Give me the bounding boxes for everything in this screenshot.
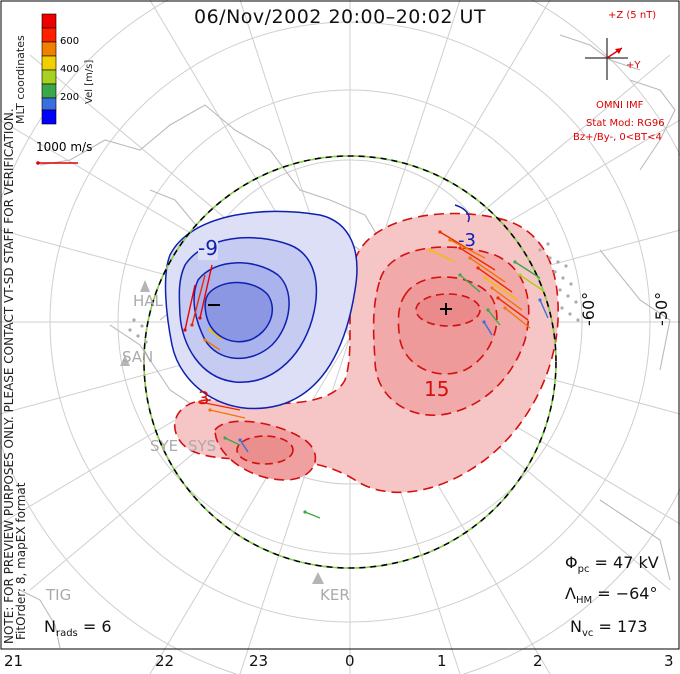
vector-scale-label: 1000 m/s xyxy=(36,140,93,154)
negative-cell xyxy=(164,204,470,410)
lambda-value: = −64° xyxy=(597,584,658,603)
nrads-sub: rads xyxy=(55,628,78,640)
positive-cell xyxy=(174,212,559,494)
station-tig: TIG xyxy=(46,586,72,604)
station-sys: SYS xyxy=(188,437,217,455)
station-ker: KER xyxy=(320,586,350,604)
colorbar-title: Vel [m/s] xyxy=(84,60,95,104)
plot-title: 06/Nov/2002 20:00–20:02 UT xyxy=(193,6,487,28)
lat-label-60-text: -60° xyxy=(579,291,598,326)
station-markers xyxy=(120,280,324,584)
stat-lambda-hm: ΛHM = −64° xyxy=(565,584,657,606)
mlt-coordinates-text: MLT coordinates xyxy=(14,35,27,124)
station-sye: SYE xyxy=(150,437,179,455)
mlt-label-23: 23 xyxy=(249,652,269,670)
imf-model-1: Stat Mod: RG96 xyxy=(586,118,665,129)
stat-nvc: Nvc = 173 xyxy=(570,617,648,639)
colorbar-tick-200: 200 xyxy=(60,92,80,103)
fit-order-note: FitOrder: 8, mapEX format xyxy=(14,483,28,640)
lambda-symbol: Λ xyxy=(565,584,576,603)
stat-nrads: Nrads = 6 xyxy=(44,617,112,639)
grid-points xyxy=(128,242,580,344)
nvc-symbol: N xyxy=(570,617,582,636)
nrads-value: = 6 xyxy=(82,617,112,636)
station-san: SAN xyxy=(122,348,154,366)
lat-label-50: -50° xyxy=(652,292,671,326)
colorbar-tick-600: 600 xyxy=(60,36,80,47)
stat-phi-pc: Φpc = 47 kV xyxy=(565,553,659,575)
velocity-vectors-dawn xyxy=(428,230,549,336)
fit-order-text: FitOrder: 8, mapEX format xyxy=(14,482,28,640)
station-hal: HAL xyxy=(133,292,163,310)
nrads-symbol: N xyxy=(44,617,56,636)
nvc-sub: vc xyxy=(581,628,594,640)
phi-symbol: Φ xyxy=(565,553,578,572)
potential-extrema xyxy=(208,303,452,315)
lat-label-60: -60° xyxy=(579,292,598,326)
vector-scale-arrow xyxy=(36,161,78,165)
heppner-maynard-boundary xyxy=(143,155,557,569)
phi-sub: pc xyxy=(577,564,590,576)
mlt-label-2: 2 xyxy=(533,652,543,670)
imf-z-label: +Z (5 nT) xyxy=(608,10,657,21)
imf-clock xyxy=(585,38,628,80)
phi-value: = 47 kV xyxy=(594,553,659,572)
mlt-label-3: 3 xyxy=(664,652,674,670)
colorbar-tick-400: 400 xyxy=(60,64,80,75)
imf-source: OMNI IMF xyxy=(596,100,644,111)
lat-label-50-text: -50° xyxy=(652,291,671,326)
imf-y-label: +Y xyxy=(626,60,641,71)
colorbar-title-text: Vel [m/s] xyxy=(84,59,95,104)
mlt-label-1: 1 xyxy=(437,652,447,670)
lambda-sub: HM xyxy=(575,595,593,607)
velocity-vectors-dusk xyxy=(183,264,321,519)
contour-label-small-neg: -3 xyxy=(458,230,476,251)
mlt-label-0: 0 xyxy=(345,652,355,670)
contour-label-pos: 15 xyxy=(424,377,450,401)
mlt-coordinates-label: MLT coordinates xyxy=(14,35,27,124)
nvc-value: = 173 xyxy=(598,617,648,636)
contour-label-neg: -9 xyxy=(198,236,218,260)
plot-frame xyxy=(0,0,680,650)
colorbar xyxy=(41,13,57,125)
mlt-label-22: 22 xyxy=(155,652,175,670)
contour-label-small-pos: 3 xyxy=(198,388,210,409)
mlt-label-21: 21 xyxy=(4,652,24,670)
imf-model-2: Bz+/By-, 0<BT<4 xyxy=(573,132,662,143)
